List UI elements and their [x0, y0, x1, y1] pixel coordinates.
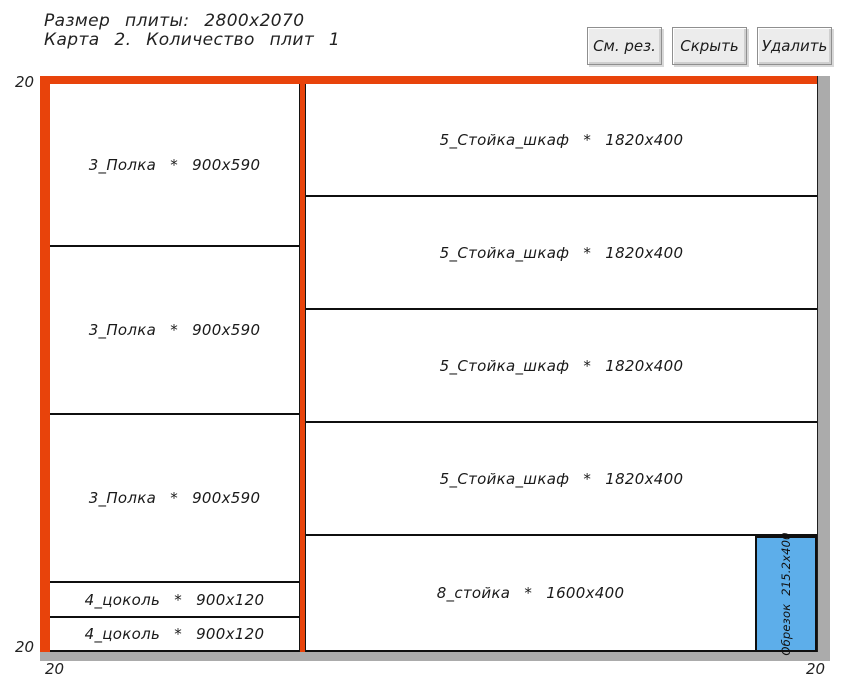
cut-piece: 5_Стойка_шкаф * 1820x400	[306, 423, 817, 536]
trim-label-bottom-right: 20	[806, 660, 826, 678]
waste-strip-bottom	[40, 652, 830, 661]
piece-label: 4_цоколь * 900x120	[84, 590, 265, 609]
delete-button[interactable]: Удалить	[757, 27, 832, 65]
cut-piece: 5_Стойка_шкаф * 1820x400	[306, 197, 817, 310]
see-cuts-button[interactable]: См. рез.	[587, 27, 662, 65]
piece-label: 3_Полка * 900x590	[88, 489, 261, 507]
cut-piece: 3_Полка * 900x590	[50, 415, 299, 583]
piece-label: 5_Стойка_шкаф * 1820x400	[439, 469, 684, 488]
piece-label: 8_стойка * 1600x400	[436, 584, 625, 602]
cut-piece: 5_Стойка_шкаф * 1820x400	[306, 310, 817, 423]
trim-label-bottom-left: 20	[15, 638, 35, 656]
trim-label-bottom: 20	[45, 660, 65, 678]
offcut-piece: Обрезок 215.2x400	[755, 532, 817, 656]
cut-piece: 3_Полка * 900x590	[50, 247, 299, 415]
cut-piece: 8_стойка * 1600x400	[306, 536, 755, 652]
vertical-cut-line	[299, 84, 306, 652]
cut-piece: 3_Полка * 900x590	[50, 84, 299, 247]
sheet-left-cut-edge	[40, 76, 50, 652]
piece-label: 5_Стойка_шкаф * 1820x400	[439, 130, 684, 149]
waste-strip-right	[817, 76, 830, 661]
card-info-label: Карта 2. Количество плит 1	[44, 30, 341, 50]
trim-label-top-left: 20	[15, 73, 35, 91]
piece-label: 4_цоколь * 900x120	[84, 625, 265, 643]
piece-label: 5_Стойка_шкаф * 1820x400	[439, 243, 684, 262]
sheet-top-cut-edge	[40, 76, 817, 84]
cut-piece: 4_цоколь * 900x120	[50, 583, 299, 618]
header: Размер плиты: 2800x2070 Карта 2. Количес…	[44, 12, 340, 50]
piece-label: 5_Стойка_шкаф * 1820x400	[439, 356, 684, 375]
hide-button[interactable]: Скрыть	[672, 27, 747, 65]
cut-piece: 5_Стойка_шкаф * 1820x400	[306, 84, 817, 197]
offcut-label: Обрезок 215.2x400	[779, 532, 793, 656]
cut-piece: 4_цоколь * 900x120	[50, 618, 299, 652]
plate-size-label: Размер плиты: 2800x2070	[44, 11, 305, 31]
piece-label: 3_Полка * 900x590	[88, 155, 261, 174]
piece-label: 3_Полка * 900x590	[88, 321, 261, 339]
